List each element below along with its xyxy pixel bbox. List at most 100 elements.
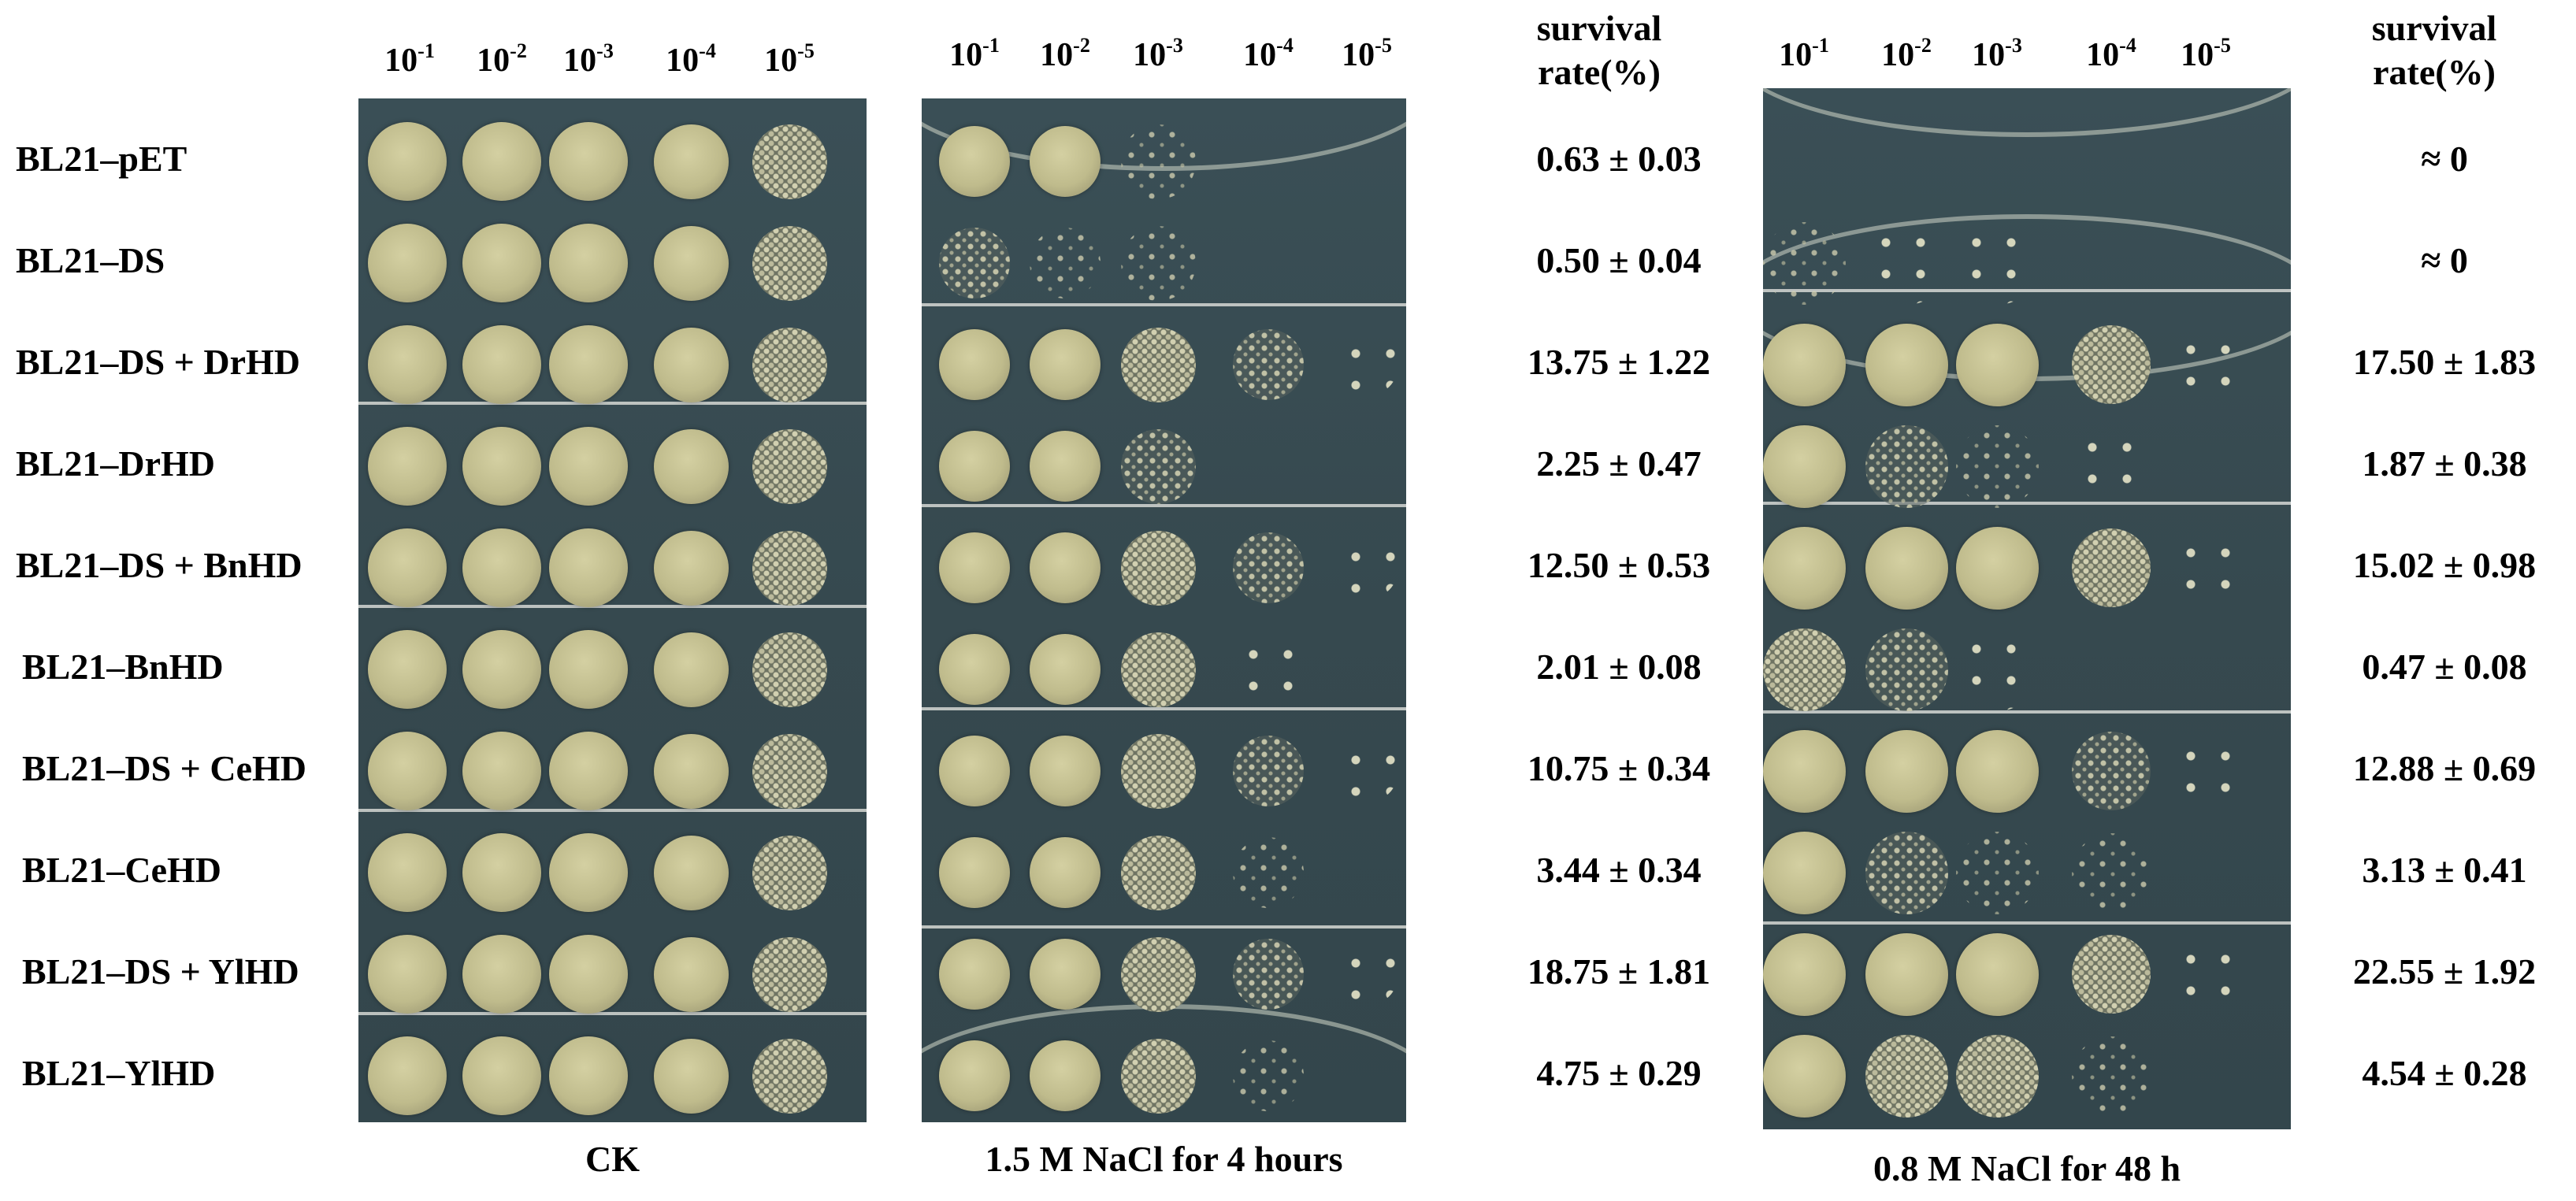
colony-spot <box>1865 323 1948 406</box>
colony-spot <box>1030 431 1101 502</box>
dilution-exponent: -2 <box>510 39 527 62</box>
colony-spot <box>368 833 447 912</box>
survival-value: 12.50 ± 0.53 <box>1527 545 1711 585</box>
survival-value: 4.75 ± 0.29 <box>1536 1053 1702 1093</box>
survival-header-line2: rate(%) <box>2373 52 2496 92</box>
dilution-exponent: -1 <box>1812 34 1829 57</box>
colony-spot <box>939 228 1010 298</box>
colony-spot <box>1955 831 2039 914</box>
colony-spot <box>939 939 1010 1010</box>
colony-spot <box>368 528 447 607</box>
colony-spot <box>549 630 628 709</box>
colony-spot <box>752 835 827 910</box>
dilution-exponent: -2 <box>1073 34 1090 57</box>
colony-spot <box>1955 221 2039 305</box>
colony-spot <box>1865 221 1948 305</box>
colony-spot <box>752 1038 827 1114</box>
plate-divider <box>1763 502 2291 505</box>
colony-spot <box>462 224 541 302</box>
colony-spot <box>653 936 729 1012</box>
strain-label: BL21–DS + DrHD <box>16 342 301 382</box>
survival-value: 0.47 ± 0.08 <box>2362 647 2527 687</box>
dilution-exponent: -3 <box>2005 34 2022 57</box>
colony-spot <box>462 732 541 810</box>
plate-divider <box>922 925 1406 929</box>
colony-spot <box>752 327 827 402</box>
colony-spot <box>653 632 729 707</box>
colony-spot <box>1955 932 2039 1016</box>
plate-divider <box>358 1012 867 1015</box>
colony-spot <box>368 630 447 709</box>
dilution-header: 10-5 <box>1323 34 1410 74</box>
colony-spot <box>653 530 729 606</box>
panel-caption-ck: CK <box>585 1139 640 1179</box>
colony-spot <box>1120 733 1196 809</box>
colony-spot <box>653 835 729 910</box>
survival-value: 1.87 ± 0.38 <box>2362 443 2527 484</box>
colony-spot <box>1030 1040 1101 1111</box>
colony-spot <box>2170 329 2241 400</box>
colony-spot <box>2072 935 2151 1014</box>
strain-label: BL21–DS + YlHD <box>22 951 299 992</box>
colony-spot <box>1233 329 1304 400</box>
colony-spot <box>653 327 729 402</box>
colony-spot <box>549 224 628 302</box>
colony-spot <box>1865 424 1948 508</box>
colony-spot <box>1233 939 1304 1010</box>
dilution-header: 10-3 <box>1954 34 2040 74</box>
strain-label: BL21–DS + BnHD <box>16 545 303 585</box>
plate-divider <box>358 605 867 608</box>
colony-spot <box>2170 939 2241 1010</box>
colony-spot <box>1030 837 1101 908</box>
colony-spot <box>1120 327 1196 402</box>
dilution-base: 10 <box>1133 37 1167 73</box>
panel-caption-nacl-48h: 0.8 M NaCl for 48 h <box>1873 1148 2181 1188</box>
strain-label: BL21–CeHD <box>22 850 221 890</box>
colony-spot <box>549 732 628 810</box>
colony-spot <box>549 427 628 506</box>
survival-value: 22.55 ± 1.92 <box>2352 951 2537 992</box>
dilution-header: 10-4 <box>1225 34 1312 74</box>
colony-spot <box>462 325 541 404</box>
colony-spot <box>939 736 1010 806</box>
dilution-exponent: -4 <box>1276 34 1294 57</box>
colony-spot <box>1955 526 2039 610</box>
colony-spot <box>1335 943 1398 1006</box>
dilution-header: 10-4 <box>648 39 734 80</box>
colony-spot <box>1955 323 2039 406</box>
dilution-exponent: -3 <box>1166 34 1183 57</box>
colony-spot <box>462 122 541 201</box>
plate-divider <box>1763 921 2291 925</box>
colony-spot <box>368 325 447 404</box>
strain-label: BL21–BnHD <box>22 647 224 687</box>
dilution-header: 10-1 <box>931 34 1018 74</box>
colony-spot <box>939 431 1010 502</box>
colony-spot <box>752 428 827 504</box>
plate-panel-nacl-4h <box>922 98 1406 1122</box>
colony-spot <box>1030 329 1101 400</box>
survival-value: 17.50 ± 1.83 <box>2352 342 2537 382</box>
dilution-exponent: -5 <box>797 39 815 62</box>
dilution-base: 10 <box>1243 37 1277 73</box>
colony-spot <box>1120 936 1196 1012</box>
colony-spot <box>1030 126 1101 197</box>
colony-spot <box>1120 530 1196 606</box>
colony-spot <box>1030 939 1101 1010</box>
colony-spot <box>1763 323 1846 406</box>
colony-spot <box>1763 628 1846 711</box>
colony-spot <box>549 833 628 912</box>
dilution-base: 10 <box>2181 37 2214 73</box>
colony-spot <box>1763 424 1846 508</box>
dilution-header: 10-5 <box>2162 34 2249 74</box>
colony-spot <box>1955 1034 2039 1118</box>
dilution-base: 10 <box>384 43 418 79</box>
colony-spot <box>2170 736 2241 806</box>
survival-value: 4.54 ± 0.28 <box>2362 1053 2527 1093</box>
dilution-base: 10 <box>949 37 983 73</box>
dilution-base: 10 <box>666 43 700 79</box>
colony-spot <box>1763 526 1846 610</box>
colony-spot <box>1120 1038 1196 1114</box>
survival-value: 12.88 ± 0.69 <box>2352 748 2537 788</box>
survival-value: ≈ 0 <box>2421 240 2468 280</box>
colony-spot <box>549 122 628 201</box>
